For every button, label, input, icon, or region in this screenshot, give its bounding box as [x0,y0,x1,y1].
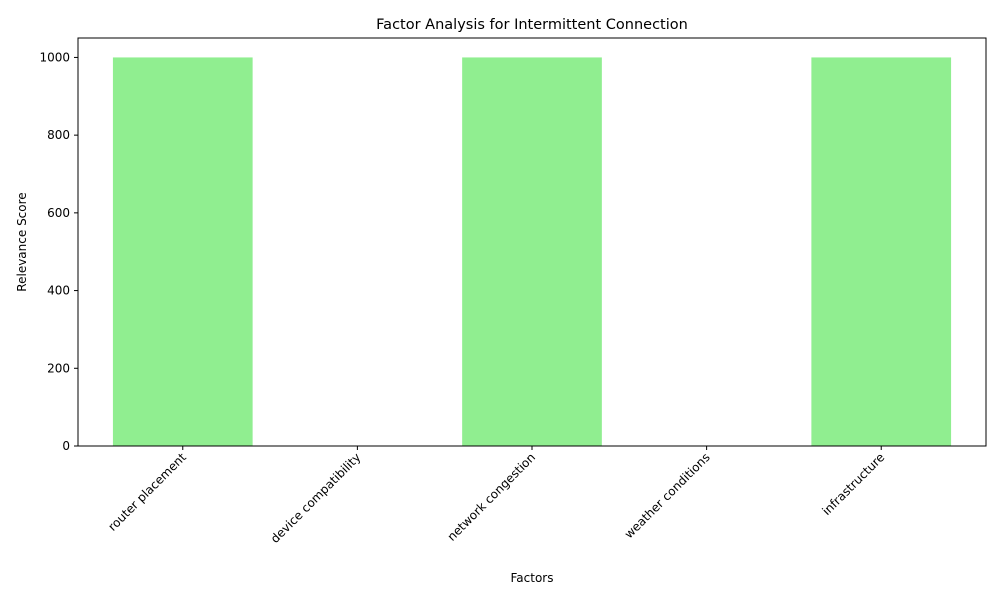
y-tick-label: 200 [47,361,70,375]
y-tick-label: 800 [47,128,70,142]
y-tick-label: 0 [62,439,70,453]
y-axis-label: Relevance Score [15,192,29,291]
y-tick-label: 600 [47,206,70,220]
y-axis-ticks: 0 200 400 600 800 1000 [39,50,78,453]
y-tick-label: 400 [47,284,70,298]
bar-infrastructure [811,57,952,447]
y-tick-label: 1000 [39,50,70,64]
plot-frame [77,37,987,447]
bar-network-congestion [462,57,602,447]
x-axis-label: Factors [511,571,554,585]
chart-title: Factor Analysis for Intermittent Connect… [376,17,688,33]
bar-router-placement [112,57,253,447]
bars-group [112,57,952,447]
